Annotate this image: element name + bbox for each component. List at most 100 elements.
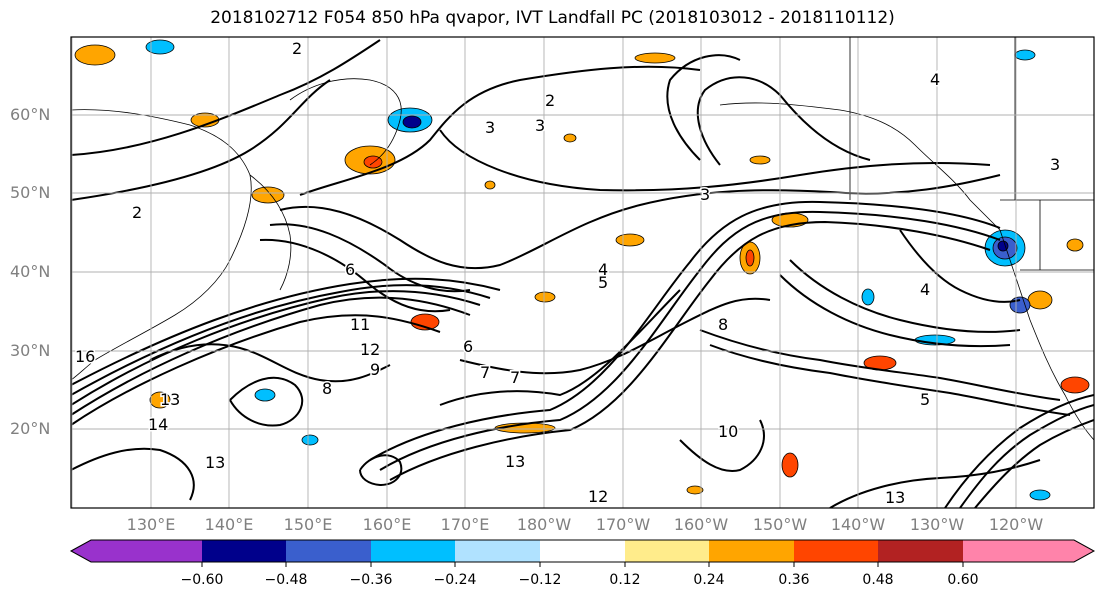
shading-layer (74, 39, 1090, 501)
contour-line (299, 65, 701, 196)
contour-label: 7 (510, 368, 520, 387)
shade-blob (149, 391, 171, 409)
map-frame (70, 36, 1095, 509)
shade-blob (402, 115, 422, 129)
contour-line (71, 447, 195, 501)
contour-label: 3 (1050, 155, 1060, 174)
colorbar-outline (69, 539, 1096, 563)
shade-blob (484, 180, 496, 190)
contour-label: 8 (322, 379, 332, 398)
lon-label: 150°W (752, 515, 808, 534)
contour-label: 13 (205, 453, 225, 472)
colorbar-segment (625, 540, 709, 562)
colorbar-tick-label: 0.60 (947, 572, 979, 588)
contour-line (229, 376, 304, 427)
contour-line (71, 290, 481, 406)
coastline (719, 102, 1001, 231)
lon-label: 130°E (126, 515, 176, 534)
colorbar-tick-label: −0.60 (180, 572, 224, 588)
colorbar (69, 539, 1096, 567)
contour-line (71, 277, 501, 386)
contour-line (699, 329, 1061, 401)
shade-blob (1060, 376, 1090, 394)
colorbar-tick-label: −0.12 (518, 572, 562, 588)
shade-blob (1027, 290, 1053, 310)
shade-blob (781, 452, 799, 478)
lat-label: 60°N (10, 105, 51, 124)
contour-line (439, 129, 991, 192)
contour-line (899, 229, 1021, 303)
contour-line (789, 259, 1021, 333)
contour-label: 4 (930, 70, 940, 89)
contour-label: 13 (160, 390, 180, 409)
contour-label: 6 (345, 260, 355, 279)
contour-line (944, 394, 1094, 508)
shade-blob (1029, 489, 1051, 501)
contour-line (71, 284, 491, 396)
contour-label: 2 (292, 39, 302, 58)
coastline (289, 78, 402, 166)
contour-label: 8 (718, 315, 728, 334)
coastline (249, 174, 292, 291)
shade-blob (301, 434, 319, 446)
shade-blob (1014, 49, 1036, 61)
shade-blob (534, 291, 556, 303)
shade-blob (615, 233, 645, 247)
shade-blob (997, 240, 1009, 252)
colorbar-tick-label: −0.36 (349, 572, 393, 588)
lat-label: 50°N (10, 183, 51, 202)
colorbar-tick-label: 0.36 (778, 572, 810, 588)
contour-label: 16 (75, 347, 95, 366)
contour-label: 14 (148, 415, 168, 434)
contour-line (974, 419, 1094, 508)
contour-line (269, 223, 471, 293)
contour-line (71, 79, 331, 201)
contour-line (279, 174, 1001, 270)
shade-blob (145, 39, 175, 55)
contour-label: 3 (700, 185, 710, 204)
colorbar-segment (709, 540, 794, 562)
contour-label: 5 (598, 273, 608, 292)
contour-label: 4 (598, 260, 608, 279)
contour-line (779, 274, 1011, 348)
shade-blob (686, 485, 704, 495)
shade-blob (1066, 238, 1084, 252)
contour-line (359, 454, 403, 487)
colorbar-segment (540, 540, 625, 562)
contour-label: 12 (588, 487, 608, 506)
contour-line (389, 220, 991, 481)
contour-line (71, 39, 381, 156)
lon-label: 140°E (204, 515, 254, 534)
lon-label: 150°E (283, 515, 333, 534)
lat-label: 40°N (10, 262, 51, 281)
colorbar-tick-label: −0.24 (433, 572, 477, 588)
colorbar-segment (878, 540, 963, 562)
contour-line (259, 238, 451, 313)
lon-label: 170°W (595, 515, 651, 534)
map-title: 2018102712 F054 850 hPa qvapor, IVT Land… (210, 8, 895, 28)
colorbar-tick-label: 0.24 (693, 572, 725, 588)
contour-label: 5 (920, 390, 930, 409)
contour-label: 9 (370, 360, 380, 379)
colorbar-tick-label: 0.48 (862, 572, 894, 588)
contour-label: 3 (535, 116, 545, 135)
contour-label: 2 (545, 91, 555, 110)
colorbar-tick-label: −0.48 (264, 572, 308, 588)
shade-blob (749, 155, 771, 165)
contour-labels: 2 2 2 3 3 3 3 4 4 4 5 5 6 6 7 7 8 8 9 10… (74, 38, 1062, 509)
coastline-layer (71, 37, 1094, 441)
shade-blob (563, 133, 577, 143)
shade-blob (745, 249, 755, 267)
shade-blob (634, 52, 676, 64)
lon-label: 160°W (673, 515, 729, 534)
contour-label: 11 (350, 315, 370, 334)
colorbar-segment (794, 540, 878, 562)
contour-label: 6 (463, 337, 473, 356)
contour-label: 4 (920, 280, 930, 299)
contour-line (666, 54, 741, 161)
colorbar-tick-label: 0.12 (609, 572, 641, 588)
contour-line (71, 296, 471, 416)
colorbar-segment (963, 540, 1094, 562)
shade-blob (254, 388, 276, 402)
